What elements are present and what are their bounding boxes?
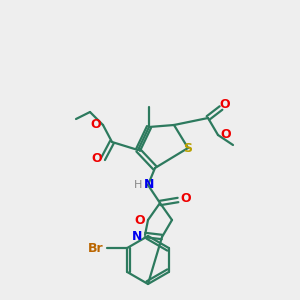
Text: O: O	[91, 118, 101, 131]
Text: O: O	[221, 128, 231, 142]
Text: N: N	[144, 178, 154, 190]
Text: S: S	[184, 142, 193, 154]
Text: O: O	[181, 191, 191, 205]
Text: O: O	[92, 152, 102, 166]
Text: H: H	[134, 180, 142, 190]
Text: O: O	[220, 98, 230, 112]
Text: O: O	[135, 214, 145, 226]
Text: N: N	[132, 230, 142, 244]
Text: Br: Br	[87, 242, 103, 254]
